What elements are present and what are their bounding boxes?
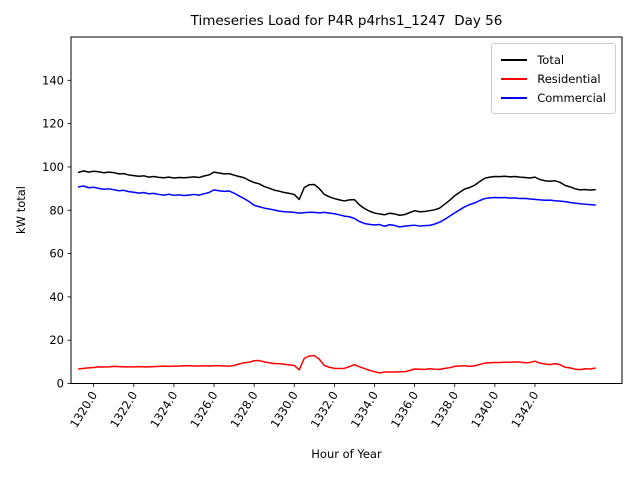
y-tick-label: 140 xyxy=(42,73,64,87)
x-tick-label: 1334.0 xyxy=(348,389,381,431)
y-tick-label: 120 xyxy=(42,117,64,131)
legend-item-total: Total xyxy=(501,50,606,69)
legend-label-commercial: Commercial xyxy=(537,90,606,105)
y-tick-label: 80 xyxy=(49,203,64,217)
residential-line-swatch xyxy=(501,77,528,80)
legend-item-residential: Residential xyxy=(501,69,606,88)
x-tick-label: 1326.0 xyxy=(187,389,220,431)
x-tick-label: 1342.0 xyxy=(508,389,541,431)
y-axis-label: kW total xyxy=(14,186,28,234)
x-tick-label: 1320.0 xyxy=(67,389,100,431)
x-tick-label: 1332.0 xyxy=(308,389,341,431)
residential-line xyxy=(77,354,596,374)
x-axis-label: Hour of Year xyxy=(311,447,382,461)
x-tick-label: 1338.0 xyxy=(428,389,461,431)
x-tick-label: 1324.0 xyxy=(147,389,180,431)
x-tick-label: 1322.0 xyxy=(107,389,140,431)
x-tick-label: 1330.0 xyxy=(268,389,301,431)
commercial-line-swatch xyxy=(501,96,528,99)
x-tick-label: 1328.0 xyxy=(227,389,260,431)
y-tick-label: 0 xyxy=(57,377,64,391)
y-tick-label: 40 xyxy=(49,290,64,304)
y-tick-label: 20 xyxy=(49,333,64,347)
legend-label-residential: Residential xyxy=(537,71,601,86)
total-line xyxy=(77,170,596,216)
legend-label-total: Total xyxy=(537,52,565,67)
y-tick-label: 100 xyxy=(42,160,64,174)
legend-item-commercial: Commercial xyxy=(501,88,606,107)
commercial-line xyxy=(77,185,596,228)
legend: Total Residential Commercial xyxy=(491,43,616,114)
y-tick-label: 60 xyxy=(49,247,64,261)
x-tick-label: 1340.0 xyxy=(468,389,501,431)
chart-title: Timeseries Load for P4R p4rhs1_1247 Day … xyxy=(190,13,503,29)
x-tick-label: 1336.0 xyxy=(388,389,421,431)
total-line-swatch xyxy=(501,58,528,61)
